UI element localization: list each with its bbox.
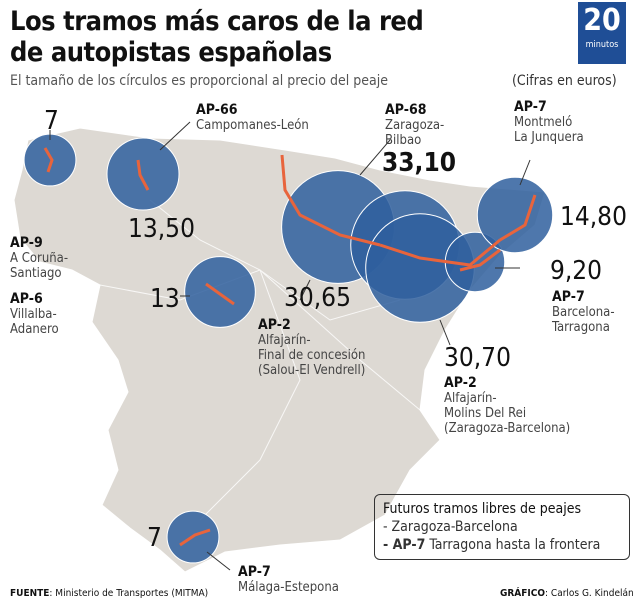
price-ap6: 13 (150, 284, 180, 314)
source: FUENTE: Ministerio de Transportes (MITMA… (10, 588, 209, 599)
label-ap2-barcelona: AP-2 Alfajarín- Molins Del Rei (Zaragoza-Ba… (444, 375, 571, 437)
price-ap7-junquera: 14,80 (560, 202, 627, 232)
label-ap7-tarragona: AP-7 Barcelona- Tarragona (552, 289, 615, 336)
label-ap7-malaga: AP-7 Málaga-Estepona (238, 564, 339, 596)
price-ap66: 13,50 (128, 214, 195, 244)
legend-item: - AP-7 Tarragona hasta la frontera (383, 537, 601, 553)
label-ap66: AP-66 Campomanes-León (196, 102, 309, 134)
highway-route (136, 159, 150, 191)
toll-circle-ap-7 (476, 176, 554, 254)
logo-number: 20 (583, 3, 621, 38)
price-ap9: 7 (44, 106, 59, 136)
title: Los tramos más caros de la red de autopi… (10, 6, 424, 68)
highway-route (179, 528, 211, 547)
highway-route (43, 147, 54, 173)
credit: GRÁFICO: Carlos G. Kindelán (500, 588, 634, 599)
price-ap7-tarragona: 9,20 (550, 256, 603, 286)
legend-title: Futuros tramos libres de peajes (383, 501, 582, 517)
logo: 20 minutos (578, 2, 626, 64)
price-ap68: 33,10 (382, 148, 456, 178)
circles (23, 133, 554, 564)
legend-item: - Zaragoza-Barcelona (383, 519, 518, 535)
toll-circle-ap-9 (23, 133, 77, 187)
label-ap68: AP-68 Zaragoza- Bilbao (385, 102, 445, 149)
toll-circle-ap-66 (106, 137, 180, 211)
highway-route (459, 248, 501, 272)
leader-lines (49, 121, 531, 571)
highway-route (280, 154, 381, 247)
price-ap2-barcelona: 30,70 (444, 343, 511, 373)
subtitle: El tamaño de los círculos es proporciona… (10, 73, 388, 89)
price-ap2-salou: 30,65 (284, 283, 351, 313)
highway-route (499, 194, 537, 242)
logo-word: minutos (585, 40, 619, 50)
label-ap7-junquera: AP-7 Montmeló La Junquera (514, 99, 584, 146)
units-note: (Cifras en euros) (512, 73, 617, 89)
highway-route (379, 238, 501, 267)
label-ap6: AP-6 Villalba- Adanero (10, 291, 59, 338)
price-ap7-malaga: 7 (147, 523, 162, 553)
legend-box: Futuros tramos libres de peajes - Zarago… (374, 494, 630, 560)
label-ap2-salou: AP-2 Alfajarín- Final de concesión (Salou-E… (258, 317, 366, 379)
toll-circle-ap-6 (184, 256, 256, 328)
label-ap9: AP-9 A Coruña- Santiago (10, 235, 69, 282)
highway-route (205, 282, 235, 306)
